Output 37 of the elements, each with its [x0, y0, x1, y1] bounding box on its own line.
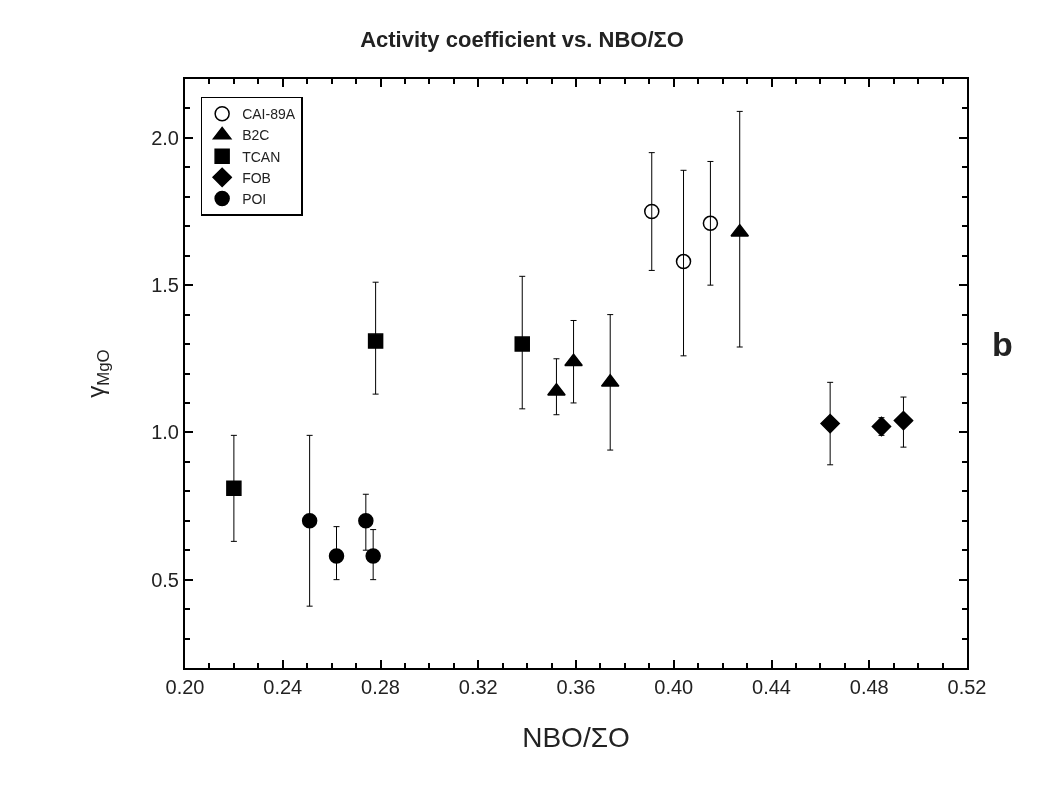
x-tick-label: 0.24 [263, 676, 303, 698]
x-tick-label: 0.36 [556, 676, 596, 698]
point [644, 203, 660, 220]
legend-label: FOB [242, 169, 271, 186]
x-tick-label: 0.32 [458, 676, 498, 698]
point [564, 353, 583, 367]
point [226, 480, 242, 497]
y-tick-label: 1.5 [151, 274, 179, 297]
y-tick-label: 2.0 [151, 126, 179, 149]
point [514, 336, 530, 352]
point [871, 416, 892, 437]
point [893, 410, 914, 431]
point [301, 513, 318, 529]
legend-label: TCAN [242, 148, 281, 165]
x-tick-label: 0.44 [752, 676, 791, 698]
x-tick-label: 0.40 [654, 676, 694, 698]
point [358, 513, 374, 529]
x-tick-label: 0.48 [849, 676, 889, 698]
point [547, 382, 566, 396]
point [730, 223, 750, 237]
text: b [992, 325, 1013, 363]
point [675, 253, 692, 270]
x-tick-label: 0.28 [361, 676, 400, 698]
legend-label: POI [242, 191, 267, 208]
x-tick-label: 0.52 [947, 676, 987, 698]
x-tick-label: 0.20 [165, 676, 205, 698]
chart-title: Activity coefficient vs. NBO/ΣO [360, 27, 684, 53]
y-tick-label: 0.5 [151, 568, 179, 591]
point [367, 333, 384, 349]
legend-label: B2C [242, 127, 270, 144]
point [365, 548, 381, 564]
y-tick-label: 1.0 [151, 421, 179, 444]
legend-label: CAI-89A [242, 106, 296, 123]
point [702, 215, 719, 232]
point [328, 548, 345, 564]
x-axis-title: NBO/ΣO [522, 721, 630, 753]
point [820, 413, 840, 434]
